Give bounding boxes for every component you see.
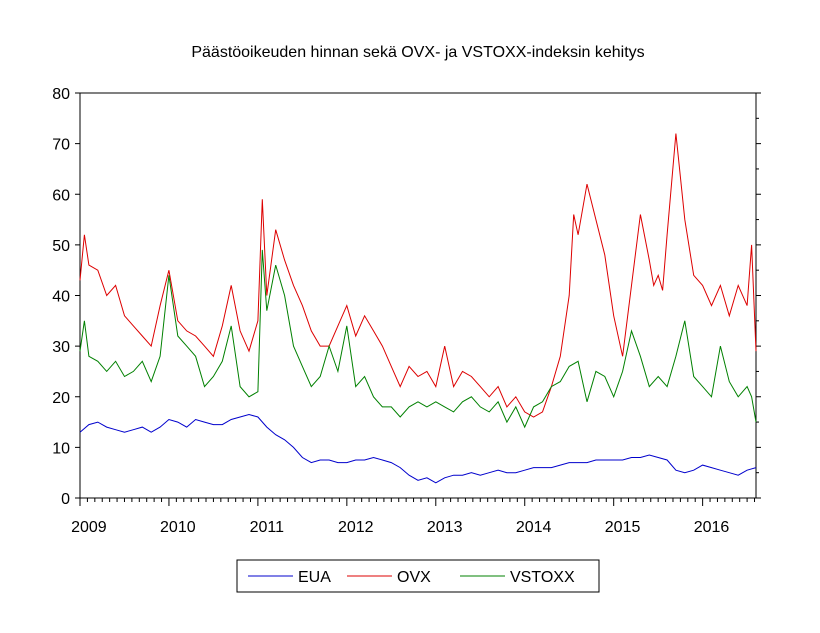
x-tick-label: 2012 <box>338 519 374 536</box>
legend: EUA OVX VSTOXX <box>236 559 600 593</box>
x-axis: 2009 2010 2011 2012 2013 2014 2015 2016 <box>71 498 756 536</box>
x-tick-label: 2016 <box>694 519 730 536</box>
y-tick-label: 60 <box>52 187 70 204</box>
y-axis: 0 10 20 30 40 50 60 70 80 <box>52 86 761 508</box>
y-tick-label: 30 <box>52 339 70 356</box>
y-tick-label: 70 <box>52 137 70 154</box>
x-tick-label: 2009 <box>71 519 107 536</box>
y-tick-label: 0 <box>61 491 70 508</box>
x-tick-label: 2011 <box>250 519 285 536</box>
series-line-ovx <box>79 133 757 418</box>
plot-frame <box>79 92 757 499</box>
chart-title: Päästöoikeuden hinnan sekä OVX- ja VSTOX… <box>191 44 644 61</box>
x-tick-label: 2013 <box>427 519 463 536</box>
series-line-vstoxx <box>79 249 757 429</box>
y-tick-label: 80 <box>52 86 70 103</box>
y-tick-label: 20 <box>52 390 70 407</box>
legend-label-eua: EUA <box>298 569 331 586</box>
y-tick-label: 10 <box>52 440 70 457</box>
x-tick-label: 2015 <box>605 519 641 536</box>
series-layer <box>79 133 757 484</box>
x-tick-label: 2010 <box>160 519 196 536</box>
y-tick-label: 40 <box>52 289 70 306</box>
legend-label-ovx: OVX <box>397 569 431 586</box>
series-line-eua <box>79 413 757 484</box>
legend-box <box>236 559 600 593</box>
y-tick-label: 50 <box>52 238 70 255</box>
legend-label-vstoxx: VSTOXX <box>510 569 575 586</box>
x-tick-label: 2014 <box>516 519 552 536</box>
